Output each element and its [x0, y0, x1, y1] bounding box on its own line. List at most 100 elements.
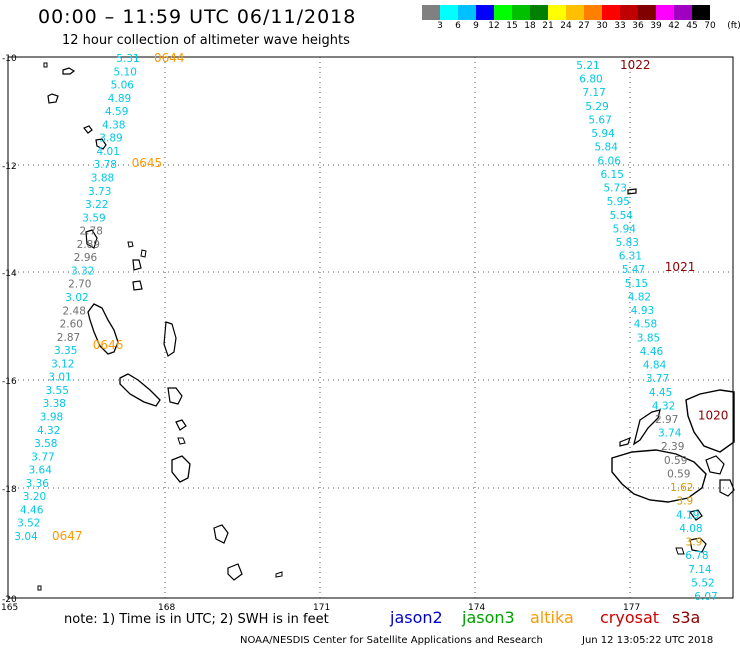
wave-height-value: 4.93 — [631, 305, 654, 317]
latitude-label: -20 — [2, 595, 17, 605]
island — [167, 387, 183, 405]
longitude-label: 174 — [468, 603, 485, 613]
wave-height-value: 3.02 — [65, 292, 88, 304]
wave-height-value: 5.47 — [622, 264, 645, 276]
wave-height-value: 4.32 — [652, 400, 675, 412]
colorbar-swatch — [440, 5, 458, 20]
colorbar-swatch — [692, 5, 710, 20]
island — [275, 571, 283, 578]
wave-height-value: 3.12 — [51, 358, 74, 370]
wave-height-value: 2.78 — [80, 226, 103, 238]
island — [132, 280, 143, 291]
colorbar-tick-label: 39 — [650, 21, 662, 31]
island — [177, 437, 186, 445]
wave-height-value: 2.48 — [63, 305, 86, 317]
longitude-label: 165 — [1, 603, 18, 613]
wave-height-value: 1.62 — [670, 482, 693, 494]
wave-height-value: 3.22 — [85, 199, 108, 211]
wave-height-value: 3.38 — [43, 398, 66, 410]
colorbar-swatch — [638, 5, 656, 20]
island — [719, 479, 735, 497]
wave-height-value: 5.52 — [691, 577, 714, 589]
coastlines — [37, 62, 735, 591]
colorbar-swatch — [656, 5, 674, 20]
colorbar-swatch — [620, 5, 638, 20]
wave-height-value: 3.89 — [99, 133, 122, 145]
colorbar-swatch — [548, 5, 566, 20]
island — [175, 419, 187, 431]
wave-height-value: 6.15 — [601, 169, 624, 181]
colorbar-tick-label: 15 — [506, 21, 518, 31]
longitude-label: 177 — [623, 603, 640, 613]
latitude-label: -14 — [2, 269, 17, 279]
wave-height-value: 3.01 — [48, 372, 71, 384]
colorbar-swatch — [566, 5, 584, 20]
legend-altika: altika — [530, 608, 574, 627]
colorbar-tick-label: 42 — [668, 21, 680, 31]
wave-height-value: 3.98 — [40, 412, 63, 424]
wave-height-value: 5.94 — [591, 128, 615, 140]
latitude-label: -16 — [2, 377, 17, 387]
colorbar-tick-label: 33 — [614, 21, 626, 31]
wave-height-value: 4.84 — [643, 360, 667, 372]
wave-height-value: 6.78 — [685, 550, 708, 562]
island — [119, 373, 161, 407]
colorbar-tick-label: 70 — [704, 21, 716, 31]
wave-height-value: 3.04 — [14, 531, 38, 543]
colorbar-ticks: 3 6 9 12 15 18 21 24 27 30 33 36 39 42 45 70 (ft) — [422, 21, 740, 35]
wave-height-value: 4.82 — [628, 292, 651, 304]
island — [83, 125, 93, 134]
island — [43, 62, 48, 68]
wave-height-value: 2.87 — [57, 332, 80, 344]
pass-time-label: 0645 — [132, 156, 163, 170]
island — [213, 524, 229, 544]
island — [95, 138, 107, 150]
wave-height-value: 4.46 — [20, 504, 44, 516]
wave-height-value: 3.74 — [658, 428, 682, 440]
wave-height-value: 3.59 — [82, 212, 105, 224]
island — [619, 436, 631, 447]
wave-height-value: 4.38 — [102, 119, 125, 131]
wave-height-value: 5.54 — [610, 210, 634, 222]
pass-time-label: 1021 — [665, 260, 696, 274]
island — [37, 585, 42, 591]
wave-height-value: 6.80 — [579, 74, 602, 86]
colorbar-swatch — [530, 5, 548, 20]
pass-time-label: 1020 — [698, 409, 729, 423]
colorbar-tick-label: 21 — [542, 21, 554, 31]
wave-height-value: 4.89 — [108, 93, 131, 105]
island — [87, 303, 119, 355]
island — [688, 509, 703, 521]
wave-height-value: 6.31 — [619, 251, 642, 263]
longitude-label: 171 — [313, 603, 330, 613]
island — [47, 93, 59, 104]
wave-height-value: 4.01 — [97, 146, 120, 158]
wave-height-value: 0.59 — [664, 455, 687, 467]
units-note: note: 1) Time is in UTC; 2) SWH is in fe… — [64, 612, 329, 627]
latitude-label: -10 — [2, 54, 17, 64]
wave-height-value: 4.32 — [37, 425, 60, 437]
colorbar-swatch — [422, 5, 440, 20]
legend-cryosat: cryosat — [600, 608, 660, 627]
colorbar-swatch — [674, 5, 692, 20]
latitude-label: -12 — [2, 162, 17, 172]
colorbar-tick-label: (ft) — [727, 21, 740, 31]
island — [62, 67, 76, 75]
wave-height-value: 4.19 — [676, 509, 699, 521]
wave-height-value: 3.52 — [17, 518, 40, 530]
wave-height-value: 3.36 — [26, 478, 50, 490]
legend-jason3: jason3 — [462, 608, 515, 627]
wave-height-value: 7.17 — [582, 87, 605, 99]
wave-height-value: 4.59 — [105, 106, 128, 118]
colorbar-tick-label: 9 — [473, 21, 479, 31]
wave-height-value: 2.39 — [661, 441, 684, 453]
wave-height-value: 5.10 — [114, 66, 137, 78]
colorbar-tick-label: 36 — [632, 21, 644, 31]
island — [675, 547, 685, 555]
map-border — [7, 56, 734, 599]
wave-height-value: 5.84 — [595, 142, 619, 154]
colorbar-tick-label: 24 — [560, 21, 572, 31]
island — [140, 249, 147, 258]
colorbar-tick-label: 3 — [437, 21, 443, 31]
colorbar-tick-label: 45 — [686, 21, 698, 31]
